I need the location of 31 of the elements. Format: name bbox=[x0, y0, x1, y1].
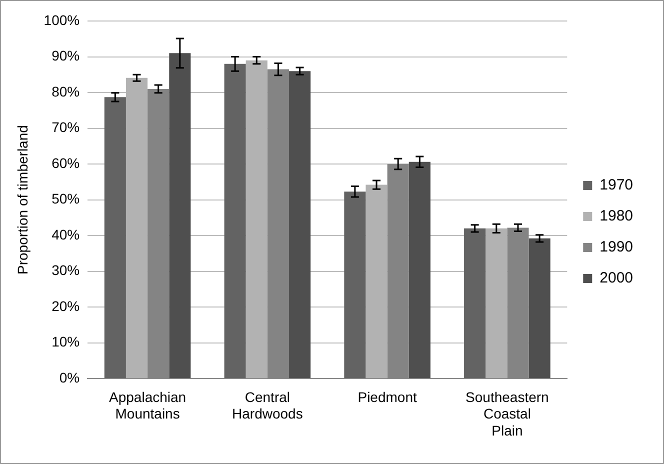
bar bbox=[486, 228, 508, 378]
legend-label: 1990 bbox=[600, 238, 634, 256]
x-tick-label: Appalachian Mountains bbox=[109, 388, 186, 422]
x-tick-label: Piedmont bbox=[358, 388, 417, 405]
y-tick-label: 60% bbox=[52, 154, 80, 171]
bar bbox=[464, 228, 486, 378]
y-tick-label: 40% bbox=[52, 226, 80, 242]
y-tick-label: 70% bbox=[52, 119, 80, 136]
bar bbox=[366, 184, 388, 378]
x-tick-label: Southeastern Coastal Plain bbox=[466, 388, 549, 438]
bar bbox=[104, 97, 126, 378]
bar bbox=[169, 53, 191, 378]
x-tick-label: Central Hardwoods bbox=[232, 388, 303, 422]
bar bbox=[289, 71, 311, 378]
y-tick-label: 30% bbox=[52, 262, 80, 278]
y-tick-label: 100% bbox=[44, 12, 80, 28]
y-tick-label: 20% bbox=[52, 298, 80, 314]
y-tick-label: 10% bbox=[52, 334, 80, 350]
y-tick-label: 80% bbox=[52, 83, 80, 100]
legend-label: 1980 bbox=[600, 208, 634, 225]
legend-label: 1970 bbox=[600, 176, 634, 194]
legend-label: 2000 bbox=[600, 270, 634, 287]
bar bbox=[224, 64, 246, 378]
bar bbox=[344, 192, 366, 378]
y-tick-label: 50% bbox=[52, 190, 80, 207]
y-tick-label: 90% bbox=[52, 48, 80, 64]
bar bbox=[528, 238, 550, 378]
bar bbox=[246, 60, 268, 378]
y-tick-label: 0% bbox=[59, 369, 80, 386]
bar bbox=[408, 162, 430, 378]
y-axis-title: Proportion of timberland bbox=[14, 125, 30, 275]
